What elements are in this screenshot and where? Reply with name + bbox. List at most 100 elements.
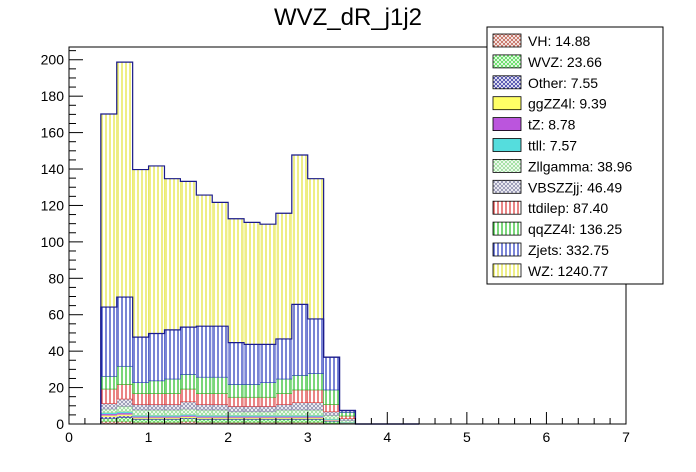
legend: VH: 14.88 WVZ: 23.66 Other: 7.55 ggZZ4l: 9.… xyxy=(486,26,664,285)
y-tick-label: 60 xyxy=(48,307,64,323)
bar-WVZ-bin-12 xyxy=(291,419,309,423)
bar-WZ-bin-6 xyxy=(196,194,213,327)
bar-Zjets-bin-4 xyxy=(164,329,181,380)
bar-ttdilep-bin-8 xyxy=(227,396,245,407)
bar-ttdilep-bin-9 xyxy=(243,396,261,407)
legend-label-qqZZ4l: qqZZ4l: 136.25 xyxy=(528,221,622,237)
bar-Zllgamma-bin-12 xyxy=(291,409,309,416)
legend-swatch-ttdilep xyxy=(492,200,522,215)
bar-Zjets-bin-5 xyxy=(180,326,197,375)
legend-label-ttll: ttll: 7.57 xyxy=(528,138,577,154)
legend-label-VBSZZjj: VBSZZjj: 46.49 xyxy=(528,179,622,195)
bar-qqZZ4l-bin-6 xyxy=(196,376,213,394)
bar-WZ-bin-13 xyxy=(307,178,324,320)
legend-label-ttdilep: ttdilep: 87.40 xyxy=(528,200,608,216)
bar-Zllgamma-bin-11 xyxy=(275,409,293,416)
bar-VBSZZjj-bin-11 xyxy=(275,404,293,411)
bar-Zllgamma-bin-14 xyxy=(323,415,340,420)
bar-ttdilep-bin-2 xyxy=(132,393,149,405)
y-tick-label: 80 xyxy=(48,270,64,286)
bar-qqZZ4l-bin-13 xyxy=(307,373,324,391)
bar-Zjets-bin-6 xyxy=(196,325,213,378)
bar-VBSZZjj-bin-4 xyxy=(164,404,181,411)
bar-qqZZ4l-bin-15 xyxy=(339,412,356,417)
y-tick-label: 0 xyxy=(56,416,64,432)
bar-ttdilep-bin-1 xyxy=(116,384,133,400)
bar-WZ-bin-9 xyxy=(243,222,261,345)
bar-Zjets-bin-2 xyxy=(132,336,149,383)
bar-WVZ-bin-11 xyxy=(275,419,293,423)
x-tick-label: 7 xyxy=(622,429,630,445)
bar-Zllgamma-bin-6 xyxy=(196,409,213,416)
bar-qqZZ4l-bin-3 xyxy=(148,380,165,394)
bar-VBSZZjj-bin-13 xyxy=(307,402,324,411)
bar-ttdilep-bin-7 xyxy=(211,393,229,405)
bar-Zjets-bin-13 xyxy=(307,318,324,374)
bar-ttdilep-bin-11 xyxy=(275,393,293,405)
bar-ttdilep-bin-10 xyxy=(259,396,277,407)
axes: 0 1 2 3 4 5 6 7 0 20 40 60 80 100 120 140 160 180 200 xyxy=(41,50,630,445)
y-tick-label: 20 xyxy=(48,380,64,396)
bar-WVZ-bin-4 xyxy=(164,419,181,423)
bar-VBSZZjj-bin-8 xyxy=(227,406,245,413)
x-tick-label: 1 xyxy=(145,429,153,445)
bar-Zllgamma-bin-5 xyxy=(180,408,197,415)
bar-VBSZZjj-bin-3 xyxy=(148,404,165,411)
legend-box xyxy=(486,26,664,285)
bar-Zllgamma-bin-10 xyxy=(259,411,277,416)
bar-qqZZ4l-bin-11 xyxy=(275,378,293,394)
bar-WVZ-bin-1 xyxy=(116,417,133,422)
bar-Zjets-bin-12 xyxy=(291,304,309,376)
bar-qqZZ4l-bin-10 xyxy=(259,382,277,398)
bar-Zjets-bin-11 xyxy=(275,338,293,380)
bar-Zllgamma-bin-2 xyxy=(132,409,149,416)
total-outline xyxy=(100,61,420,425)
bar-Zjets-bin-7 xyxy=(211,325,229,378)
bar-WVZ-bin-7 xyxy=(211,419,229,423)
bar-WZ-bin-3 xyxy=(148,165,165,334)
y-tick-label: 120 xyxy=(41,197,65,213)
bar-WZ-bin-2 xyxy=(132,169,149,338)
bar-VBSZZjj-bin-5 xyxy=(180,401,197,410)
bar-Zjets-bin-0 xyxy=(100,306,118,377)
bar-ttdilep-bin-15 xyxy=(339,415,356,420)
bar-Zjets-bin-10 xyxy=(259,344,277,383)
bar-WVZ-bin-3 xyxy=(148,419,165,423)
bar-WVZ-bin-9 xyxy=(243,419,261,423)
bar-VBSZZjj-bin-6 xyxy=(196,404,213,411)
bar-Zjets-bin-9 xyxy=(243,344,261,385)
legend-swatch-WVZ xyxy=(492,54,522,69)
bar-Zllgamma-bin-4 xyxy=(164,409,181,416)
bar-ttdilep-bin-3 xyxy=(148,393,165,405)
bar-qqZZ4l-bin-2 xyxy=(132,382,149,394)
bar-WVZ-bin-5 xyxy=(180,418,197,422)
legend-label-tZ: tZ: 8.78 xyxy=(528,117,576,133)
y-tick-label: 40 xyxy=(48,343,64,359)
x-tick-label: 2 xyxy=(224,429,232,445)
bar-qqZZ4l-bin-9 xyxy=(243,384,261,398)
bar-WZ-bin-11 xyxy=(275,212,293,340)
bar-Zjets-bin-1 xyxy=(116,296,133,367)
y-tick-label: 100 xyxy=(41,234,65,250)
bar-ttdilep-bin-0 xyxy=(100,388,118,404)
bar-WZ-bin-10 xyxy=(259,223,277,345)
bar-Zllgamma-bin-3 xyxy=(148,409,165,416)
bar-qqZZ4l-bin-12 xyxy=(291,375,309,391)
bar-VBSZZjj-bin-1 xyxy=(116,398,133,407)
bar-VBSZZjj-bin-7 xyxy=(211,404,229,411)
bar-Zjets-bin-3 xyxy=(148,333,165,382)
bar-qqZZ4l-bin-0 xyxy=(100,375,118,390)
bar-Zllgamma-bin-0 xyxy=(100,408,118,414)
bars-layer xyxy=(100,61,356,425)
bar-WVZ-bin-6 xyxy=(196,419,213,423)
bar-qqZZ4l-bin-7 xyxy=(211,376,229,394)
bar-ttdilep-bin-14 xyxy=(323,404,340,413)
bar-WZ-bin-1 xyxy=(116,61,133,298)
bar-WVZ-bin-2 xyxy=(132,419,149,423)
legend-swatch-Zjets xyxy=(492,242,522,257)
bar-qqZZ4l-bin-14 xyxy=(323,389,340,405)
legend-swatch-ggZZ4l xyxy=(492,96,522,111)
legend-label-WZ: WZ: 1240.77 xyxy=(528,263,608,279)
legend-label-Zjets: Zjets: 332.75 xyxy=(528,242,609,258)
bar-WZ-bin-5 xyxy=(180,181,197,328)
